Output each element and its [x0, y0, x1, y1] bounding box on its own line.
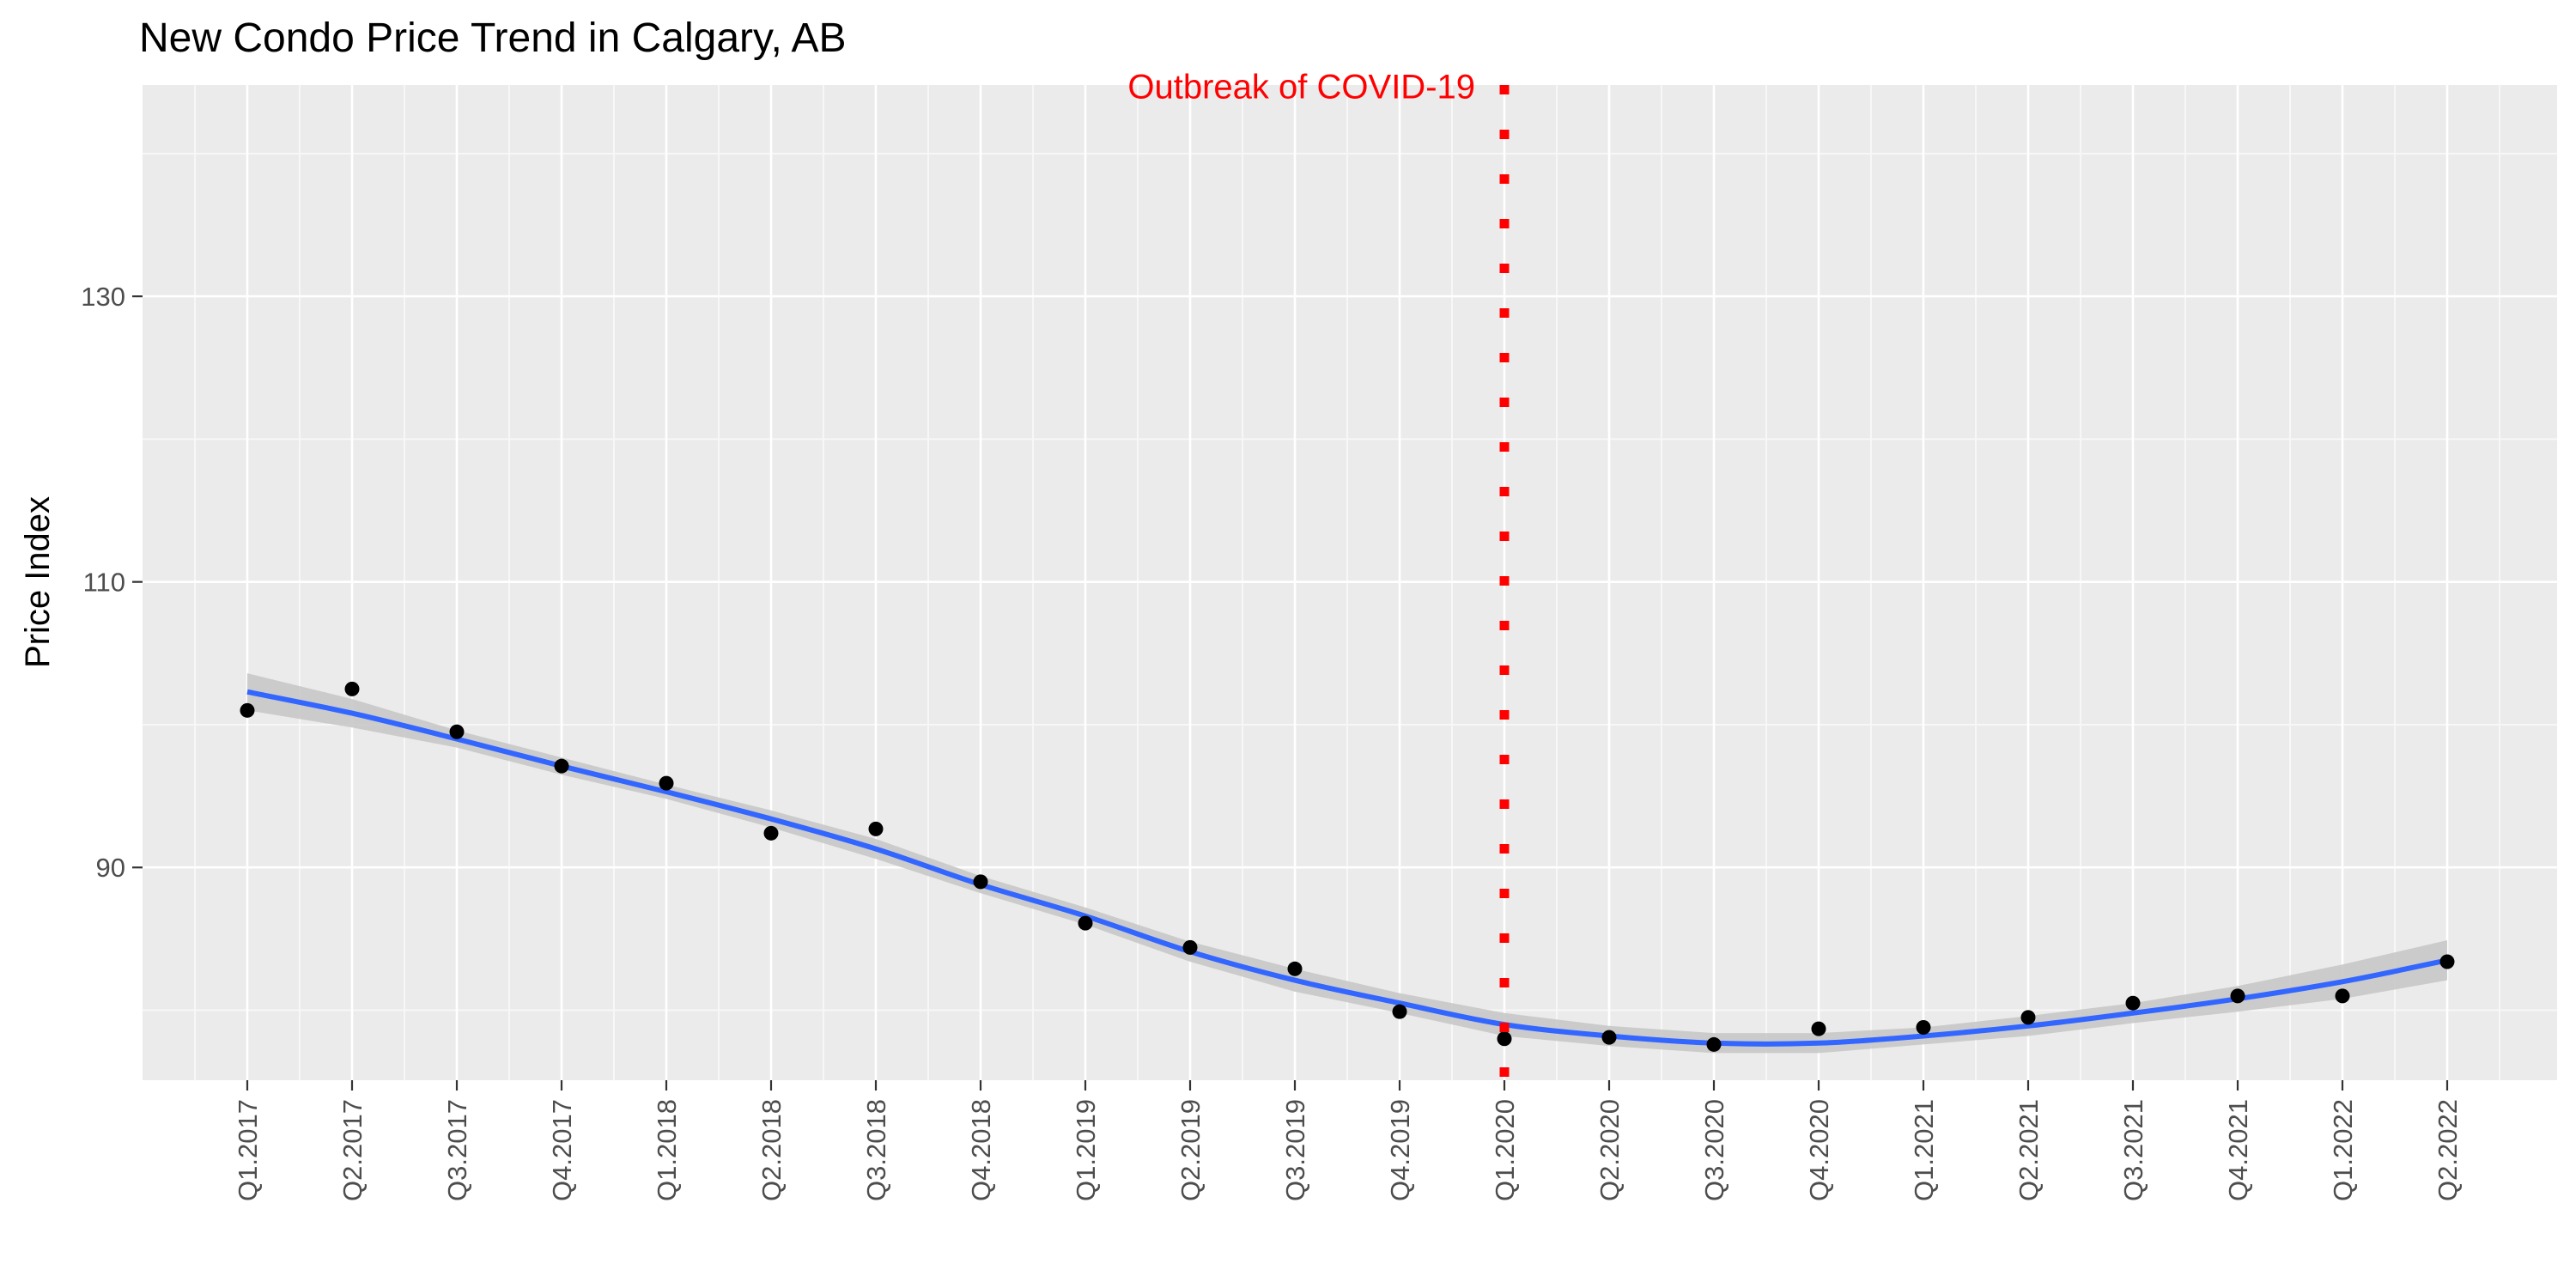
data-point-q3-2018 [868, 821, 884, 836]
x-tick-label: Q4.2019 [1385, 1099, 1415, 1201]
x-tick-label: Q3.2019 [1280, 1099, 1310, 1201]
data-point-q4-2021 [2230, 988, 2245, 1004]
data-point-q4-2017 [554, 758, 569, 774]
y-axis: 90 110 130 [81, 282, 143, 883]
x-tick-label: Q2.2018 [756, 1099, 787, 1201]
data-point-q1-2019 [1078, 915, 1093, 931]
x-tick-label: Q2.2021 [2014, 1099, 2044, 1201]
annotations: Outbreak of COVID-19 [1127, 69, 1510, 1080]
y-axis-title: Price Index [19, 496, 57, 668]
data-point-q4-2018 [973, 874, 988, 890]
x-tick-label: Q4.2021 [2223, 1099, 2253, 1201]
data-points [240, 681, 2455, 1052]
x-tick-label: Q1.2017 [233, 1099, 263, 1201]
data-point-q1-2022 [2335, 988, 2350, 1004]
smooth-line [246, 689, 2448, 1047]
data-point-q2-2022 [2439, 954, 2455, 969]
data-point-q1-2018 [659, 775, 674, 791]
x-tick-label: Q2.2017 [337, 1099, 368, 1201]
x-tick-label: Q4.2020 [1804, 1099, 1834, 1201]
data-point-q3-2019 [1287, 961, 1303, 976]
x-tick-label: Q2.2019 [1176, 1099, 1206, 1201]
x-tick-label: Q3.2020 [1699, 1099, 1729, 1201]
x-tick-label: Q4.2018 [966, 1099, 996, 1201]
data-point-q3-2017 [449, 724, 465, 739]
y-tick-label: 130 [81, 282, 125, 312]
x-tick-label: Q2.2022 [2433, 1099, 2463, 1201]
x-tick-label: Q1.2019 [1071, 1099, 1101, 1201]
data-point-q2-2018 [763, 825, 779, 841]
data-point-q3-2020 [1706, 1036, 1722, 1052]
data-point-q2-2017 [344, 681, 360, 696]
data-point-q2-2020 [1601, 1030, 1617, 1045]
x-tick-label: Q1.2020 [1490, 1099, 1520, 1201]
smooth-trend-line [246, 689, 2448, 1047]
x-tick-label: Q1.2021 [1909, 1099, 1939, 1201]
x-tick-label: Q4.2017 [547, 1099, 577, 1201]
y-tick-label: 110 [83, 568, 125, 598]
data-point-q4-2019 [1392, 1004, 1407, 1019]
x-tick-label: Q1.2018 [652, 1099, 682, 1201]
data-point-q2-2021 [2020, 1010, 2036, 1025]
data-point-q1-2020 [1497, 1031, 1512, 1047]
data-point-q1-2021 [1916, 1019, 1931, 1035]
x-axis: Q1.2017 Q2.2017 Q3.2017 Q4.2017 Q1.2018 Q2.20… [233, 1080, 2463, 1201]
covid-outbreak-label: Outbreak of COVID-19 [1127, 69, 1475, 106]
x-tick-label: Q3.2017 [442, 1099, 472, 1201]
data-point-q1-2017 [240, 702, 255, 718]
data-point-q4-2020 [1811, 1021, 1826, 1036]
data-point-q3-2021 [2125, 995, 2141, 1011]
chart-title: New Condo Price Trend in Calgary, AB [139, 15, 847, 61]
x-tick-label: Q3.2021 [2118, 1099, 2148, 1201]
y-tick-label: 90 [96, 853, 125, 883]
x-tick-label: Q2.2020 [1595, 1099, 1625, 1201]
x-tick-label: Q1.2022 [2328, 1099, 2358, 1201]
data-point-q2-2019 [1182, 939, 1198, 955]
x-tick-label: Q3.2018 [861, 1099, 891, 1201]
